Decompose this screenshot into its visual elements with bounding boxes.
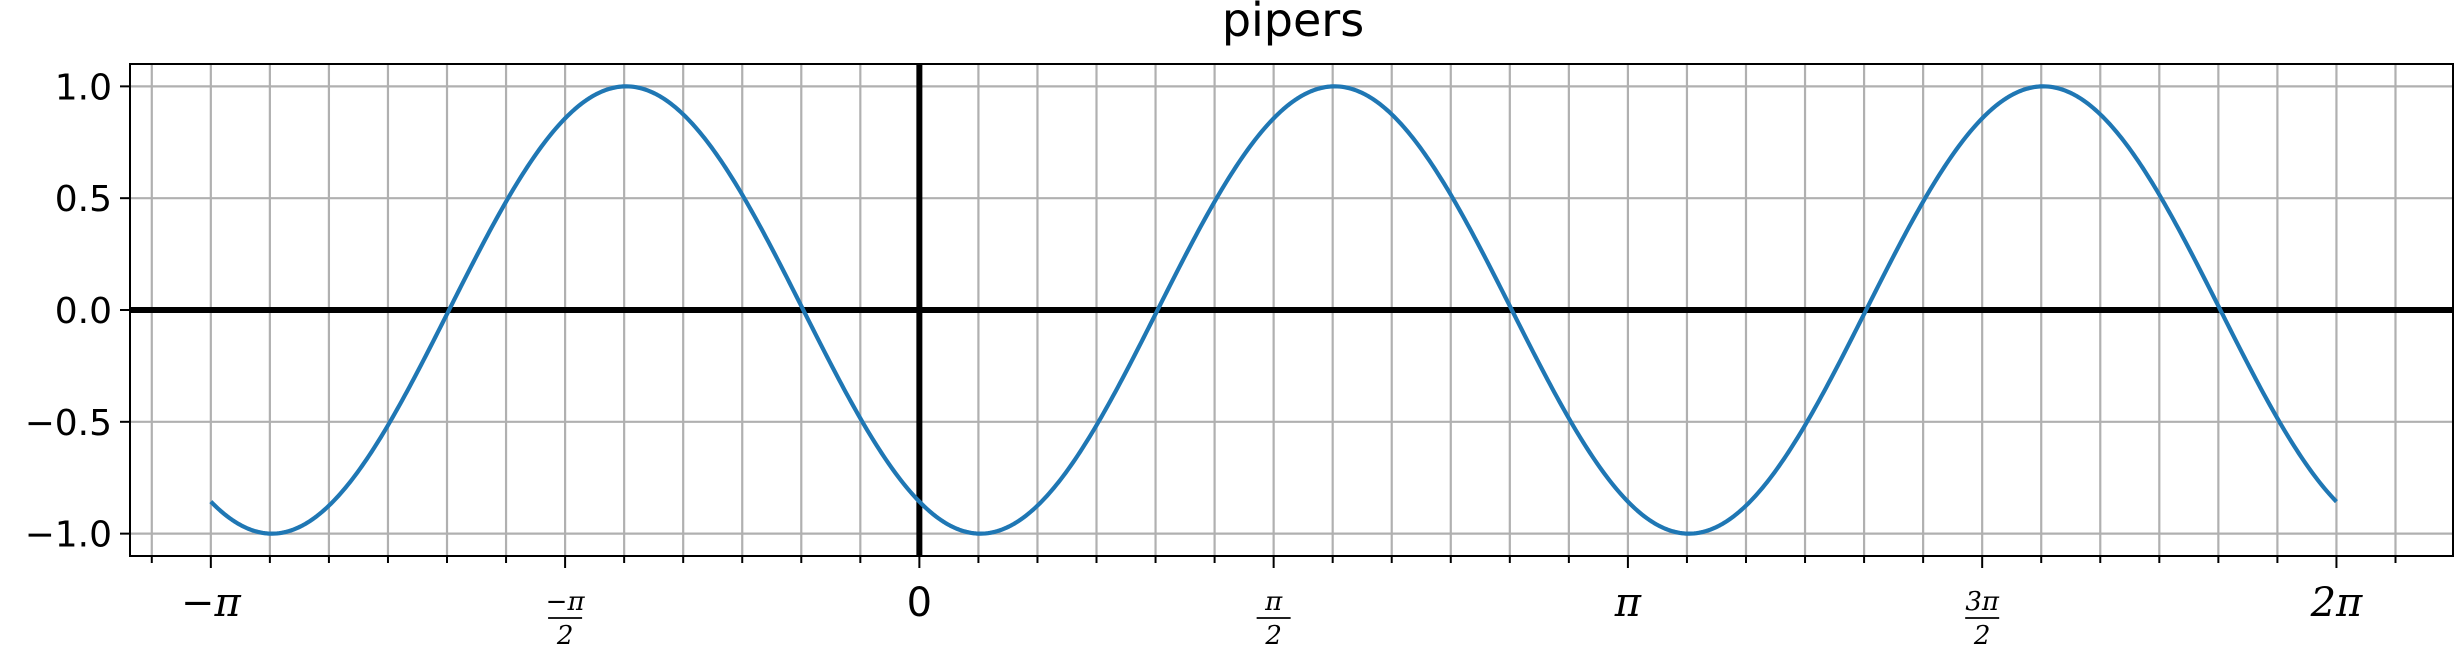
y-tick-label: −1.0 [25, 515, 112, 556]
x-tick-denominator: 2 [556, 621, 574, 648]
tick-marks [120, 85, 2397, 568]
x-tick-fraction: π2 [1256, 587, 1291, 648]
y-tick-label: −0.5 [25, 403, 112, 444]
y-tick-label: 0.5 [55, 179, 112, 220]
x-tick-numerator: 3π [1965, 587, 2000, 617]
x-tick-fraction: −π 2 [546, 587, 586, 648]
zero-axes [130, 64, 2453, 556]
x-tick-label: 0 [907, 580, 932, 626]
x-tick-numerator: −π [546, 587, 586, 617]
x-tick-label: π [1614, 580, 1642, 626]
x-tick-fraction: 3π2 [1965, 587, 2000, 648]
series-line [209, 84, 2338, 536]
x-tick-label: −π [181, 580, 242, 626]
y-tick-label: 0.0 [55, 291, 112, 332]
chart-title: pipers [1222, 0, 1364, 47]
y-tick-label: 1.0 [55, 67, 112, 108]
x-tick-denominator: 2 [1264, 621, 1282, 648]
x-tick-numerator: π [1264, 587, 1283, 617]
x-tick-label: 2π [2310, 580, 2363, 626]
y-tick-labels: 1.0 0.5 0.0 −0.5 −1.0 [25, 67, 112, 555]
series-group [209, 84, 2338, 536]
x-tick-denominator: 2 [1973, 621, 1991, 648]
